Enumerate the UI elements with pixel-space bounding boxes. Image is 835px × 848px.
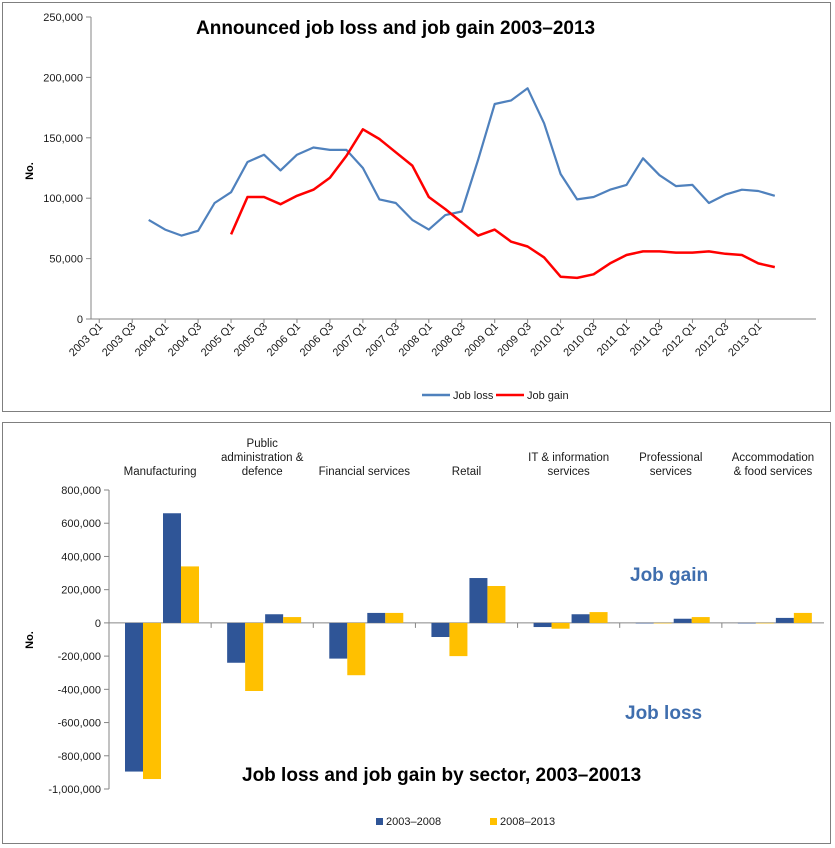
- x-tick-label: 2010 Q3: [561, 321, 599, 359]
- bar-chart: No. 800,000 600,000 400,000 200,000 0 -200,00…: [24, 438, 824, 828]
- bar-2003-2008-loss-financial-services: [329, 622, 348, 659]
- bar-2003-2008-gain-financial-services: [367, 612, 386, 623]
- bar-2008-2013-gain-it-information: [589, 612, 608, 623]
- bar-2008-2013-gain-financial-services: [385, 612, 404, 623]
- bar-2003-2008-gain-professional: [673, 618, 692, 623]
- bar-2008-2013-gain-manufacturing: [181, 566, 199, 623]
- y-tick-label: -800,000: [58, 751, 101, 763]
- y-tick-label: -600,000: [58, 718, 101, 730]
- bar-2003-2008-gain-accommodation: [775, 617, 794, 623]
- x-tick-label: 2008 Q3: [430, 321, 468, 359]
- category-label-manufacturing: Manufacturing: [124, 466, 197, 478]
- x-tick-label: 2003 Q1: [67, 321, 105, 359]
- bar-2008-2013-loss-accommodation: [755, 622, 774, 624]
- x-tick-label: 2005 Q1: [199, 321, 237, 359]
- y-tick-label: 200,000: [61, 585, 101, 597]
- x-tick-label: 2004 Q3: [166, 321, 204, 359]
- x-tick-label: 2004 Q1: [133, 321, 171, 359]
- x-tick-label: 2003 Q3: [100, 321, 138, 359]
- bar-2003-2008-gain-manufacturing: [163, 513, 181, 623]
- bar-2008-2013-loss-financial-services: [347, 622, 366, 676]
- line-chart-panel: Announced job loss and job gain 2003–201…: [2, 2, 831, 412]
- y-tick-label: 150,000: [43, 133, 83, 145]
- y-tick-label: 50,000: [49, 254, 83, 266]
- bar-2008-2013-loss-retail: [449, 622, 468, 657]
- y-axis-label: No.: [24, 162, 36, 180]
- bar-2008-2013-gain-professional: [691, 617, 710, 623]
- bar-2003-2008-loss-it-information: [533, 622, 552, 628]
- legend-swatch-2003-2008: [376, 818, 383, 825]
- y-tick-label: 100,000: [43, 193, 83, 205]
- y-tick-label: 250,000: [43, 12, 83, 24]
- bar-2008-2013-loss-professional: [653, 622, 672, 624]
- bar-chart-panel: No. 800,000 600,000 400,000 200,000 0 -200,00…: [2, 422, 831, 844]
- chart-title: Announced job loss and job gain 2003–201…: [196, 18, 595, 39]
- x-tick-label: 2006 Q1: [265, 321, 303, 359]
- bar-2008-2013-loss-it-information: [551, 622, 570, 629]
- bar-2003-2008-loss-accommodation: [737, 622, 756, 624]
- bar-2003-2008-loss-public: [227, 622, 246, 663]
- y-tick-label: 200,000: [43, 72, 83, 84]
- category-label-public-administration-defence: Public administration & defence: [221, 438, 304, 478]
- legend-label-2008-2013: 2008–2013: [500, 816, 555, 828]
- annotation-job-loss: Job loss: [625, 703, 702, 724]
- series-line-job-gain: [229, 128, 776, 280]
- bar-2003-2008-gain-public: [265, 614, 284, 623]
- x-tick-label: 2011 Q3: [628, 321, 666, 359]
- category-label-accommodation-food-services: Accommodation & food services: [732, 452, 814, 478]
- legend-swatch-2008-2013: [490, 818, 497, 825]
- y-tick-label: -1,000,000: [48, 784, 101, 796]
- category-label-it-information-services: IT & information services: [528, 452, 609, 478]
- x-tick-label: 2007 Q1: [331, 321, 369, 359]
- annotation-job-gain: Job gain: [630, 565, 708, 586]
- bar-2008-2013-gain-retail: [487, 586, 506, 623]
- x-tick-label: 2013 Q1: [726, 321, 764, 359]
- y-tick-label: -200,000: [58, 651, 101, 663]
- category-label-financial-services: Financial services: [319, 466, 411, 478]
- y-tick-label: 0: [95, 618, 101, 630]
- y-tick-label: 600,000: [61, 518, 101, 530]
- bar-2008-2013-gain-accommodation: [793, 612, 812, 623]
- series-line-job-loss: [148, 87, 776, 237]
- x-tick-label: 2009 Q1: [462, 321, 500, 359]
- y-tick-label: 0: [77, 314, 83, 326]
- chart-title: Job loss and job gain by sector, 2003–20…: [242, 765, 641, 786]
- legend-label-2003-2008: 2003–2008: [386, 816, 441, 828]
- x-tick-label: 2012 Q1: [660, 321, 698, 359]
- x-tick-label: 2006 Q3: [298, 321, 336, 359]
- x-tick-label: 2007 Q3: [364, 321, 402, 359]
- bar-2003-2008-loss-retail: [431, 622, 450, 638]
- bar-2008-2013-loss-manufacturing: [143, 622, 161, 780]
- bar-2003-2008-gain-retail: [469, 578, 488, 623]
- y-tick-label: 400,000: [61, 551, 101, 563]
- bar-2003-2008-loss-professional: [635, 622, 654, 624]
- bar-2008-2013-gain-public: [283, 617, 302, 623]
- legend-label-job-loss: Job loss: [453, 390, 494, 402]
- y-tick-label: -400,000: [58, 684, 101, 696]
- category-label-professional-services: Professional services: [639, 452, 702, 478]
- x-tick-label: 2008 Q1: [397, 321, 435, 359]
- x-tick-label: 2011 Q1: [595, 321, 633, 359]
- bar-2008-2013-loss-public: [245, 622, 264, 691]
- x-tick-label: 2005 Q3: [232, 321, 270, 359]
- x-tick-label: 2009 Q3: [495, 321, 533, 359]
- legend-label-job-gain: Job gain: [527, 390, 569, 402]
- bar-2003-2008-gain-it-information: [571, 614, 590, 623]
- y-axis-label: No.: [24, 631, 36, 649]
- x-tick-label: 2010 Q1: [528, 321, 566, 359]
- category-label-retail: Retail: [452, 466, 481, 478]
- x-tick-label: 2012 Q3: [693, 321, 731, 359]
- y-tick-label: 800,000: [61, 485, 101, 497]
- bar-2003-2008-loss-manufacturing: [125, 622, 143, 772]
- line-chart: Announced job loss and job gain 2003–201…: [24, 12, 816, 402]
